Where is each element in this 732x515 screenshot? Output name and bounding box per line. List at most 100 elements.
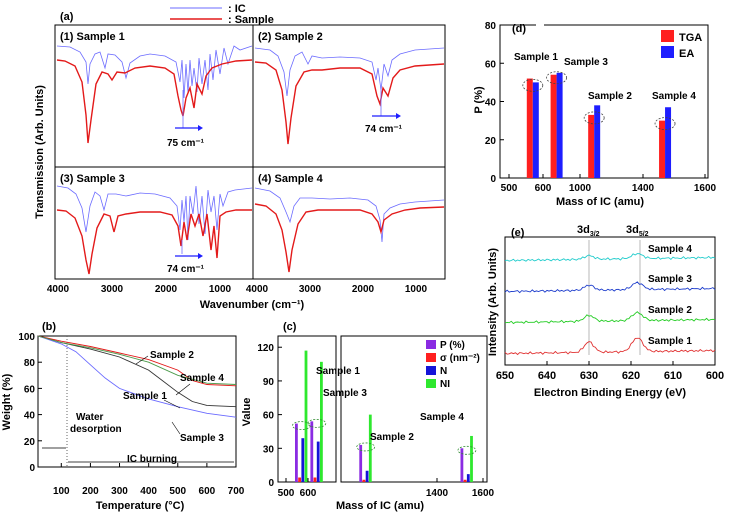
d-xtick-label-500: 500 <box>501 183 518 194</box>
c-label-sample4: Sample 4 <box>420 412 464 423</box>
xps-label-sample2: Sample 2 <box>648 305 692 316</box>
d-legend-label-1: EA <box>679 48 694 60</box>
d-group-marker-3 <box>654 117 676 131</box>
panel-b-frame <box>37 335 237 468</box>
c-xtick-label-600: 600 <box>300 488 317 499</box>
subpanel-2-shift: 74 cm⁻¹ <box>365 124 403 135</box>
b-xtick-label-400: 400 <box>140 486 157 497</box>
subpanel-4-frame <box>252 166 446 280</box>
tga-curve-sample-4 <box>37 335 237 385</box>
d-ytick-label-80: 80 <box>485 21 497 32</box>
c-bar-sample-2-3 <box>368 414 372 482</box>
panel-d: (d) P (%) 0 20 40 60 80 500 600 1000 1400 1600 TG… <box>473 20 717 208</box>
panel-c: (c) Value 0 30 60 90 120 500 600 1400 1600 P (%)… <box>241 321 495 512</box>
panel-a-xtick-3000-left: 3000 <box>101 284 124 295</box>
panel-d-ylabel: P (%) <box>473 86 485 114</box>
xps-label-sample4: Sample 4 <box>648 244 692 255</box>
tga-pointer-s3 <box>171 421 181 435</box>
d-legend-swatch-0 <box>661 30 674 42</box>
d-ytick-label-40: 40 <box>485 98 497 109</box>
c-xtick-label-1400: 1400 <box>426 488 449 499</box>
ftir-sample-1 <box>56 59 253 144</box>
d-ytick-label-0: 0 <box>490 174 496 185</box>
d-label-sample2: Sample 2 <box>588 91 632 102</box>
subpanel-2-frame <box>252 24 446 168</box>
subpanel-4-title: (4) Sample 4 <box>258 173 324 185</box>
panel-d-label: (d) <box>512 23 526 35</box>
tga-label-sample3: Sample 3 <box>180 433 224 444</box>
ftir-ic-4 <box>254 187 445 243</box>
e-xtick-label-620: 620 <box>622 370 640 382</box>
subpanel-1-arrowhead <box>198 125 203 131</box>
tga-label-sample2: Sample 2 <box>150 350 194 361</box>
c-legend-label-0: P (%) <box>440 340 465 351</box>
d-ytick-label-20: 20 <box>485 136 497 147</box>
d-legend-swatch-1 <box>661 46 674 58</box>
d-xtick-label-1400: 1400 <box>632 183 655 194</box>
panel-a-xtick-1000-right: 1000 <box>405 284 428 295</box>
d-group-marker-2 <box>583 111 605 125</box>
c-legend-swatch-1 <box>426 353 436 362</box>
legend-ic-label: : IC <box>228 3 246 15</box>
panel-a-xlabel: Wavenumber (cm⁻¹) <box>200 299 305 311</box>
panel-b-ylabel: Weight (%) <box>1 373 13 430</box>
subpanel-1-title: (1) Sample 1 <box>60 31 125 43</box>
d-bar-sample-2-ea <box>594 105 601 178</box>
c-ytick-label-90: 90 <box>263 377 275 388</box>
panel-a-xtick-3000-right: 3000 <box>299 284 322 295</box>
c-bar-sample-4-2 <box>466 474 470 482</box>
panel-a-xtick-2000-right: 2000 <box>352 284 375 295</box>
tga-pointer-s4 <box>175 383 191 396</box>
d-break-mask <box>536 20 544 30</box>
b-xtick-label-600: 600 <box>199 486 216 497</box>
tga-curve-sample-3 <box>37 335 237 418</box>
e-xtick-label-610: 610 <box>664 370 682 382</box>
d-xtick-label-1000: 1000 <box>569 183 592 194</box>
d-xtick-label-600: 600 <box>535 183 552 194</box>
ftir-sample-2 <box>254 61 445 145</box>
d-bar-sample-3-tga <box>550 74 557 178</box>
panel-a-label: (a) <box>60 11 74 23</box>
xps-curve-sample-2 <box>504 311 716 325</box>
d-ytick-label-60: 60 <box>485 59 497 70</box>
tga-pointer-s1 <box>163 399 181 409</box>
panel-c-bars <box>291 350 477 482</box>
b-ytick-label-20: 20 <box>24 437 36 448</box>
panel-c-legend: P (%) σ (nm⁻²) N NI <box>426 340 480 390</box>
c-bar-sample-1-3 <box>304 350 308 482</box>
c-bar-sample-3-1 <box>313 477 317 482</box>
d-bar-sample-4-ea <box>665 107 672 178</box>
c-bar-sample-2-0 <box>359 444 363 482</box>
c-bar-sample-2-2 <box>365 470 369 482</box>
e-xtick-label-640: 640 <box>538 370 556 382</box>
d-group-marker-0 <box>522 78 544 92</box>
ic-burning-label: IC burning <box>127 454 177 465</box>
e-xtick-label-600: 600 <box>706 370 724 382</box>
c-bar-sample-1-1 <box>298 477 301 482</box>
xps-label-sample3: Sample 3 <box>648 274 692 285</box>
panel-b-lines <box>37 335 237 418</box>
c-bar-sample-4-0 <box>460 448 464 482</box>
panel-b: (b) Weight (%) 0 20 40 60 80 100 100 200 300 400… <box>1 321 245 512</box>
c-bar-sample-3-2 <box>316 441 320 482</box>
d-bar-sample-1-ea <box>532 82 539 178</box>
ftir-sample-4 <box>254 203 445 273</box>
tga-pointer-s2 <box>135 355 149 365</box>
c-frame-right <box>340 335 488 483</box>
c-bar-sample-3-0 <box>310 421 314 482</box>
subpanel-3-arrowhead <box>198 253 203 259</box>
ftir-ic-3 <box>56 185 253 241</box>
panel-d-xlabel: Mass of IC (amu) <box>556 196 644 208</box>
panel-e-xticks: 650 640 630 620 610 600 <box>496 361 724 382</box>
c-xtick-label-1600: 1600 <box>472 488 495 499</box>
b-xtick-label-100: 100 <box>53 486 70 497</box>
panel-b-xticks: 100 200 300 400 500 600 700 <box>53 463 245 497</box>
peak-3d32-label: 3d3/2 <box>577 224 600 238</box>
ftir-ic-2 <box>254 47 445 97</box>
b-ytick-label-80: 80 <box>24 358 36 369</box>
panel-b-xlabel: Temperature (°C) <box>96 500 185 512</box>
xps-label-sample1: Sample 1 <box>648 336 692 347</box>
e-xtick-label-650: 650 <box>496 370 514 382</box>
subpanel-1-shift: 75 cm⁻¹ <box>167 138 205 149</box>
c-legend-label-2: N <box>440 366 447 377</box>
